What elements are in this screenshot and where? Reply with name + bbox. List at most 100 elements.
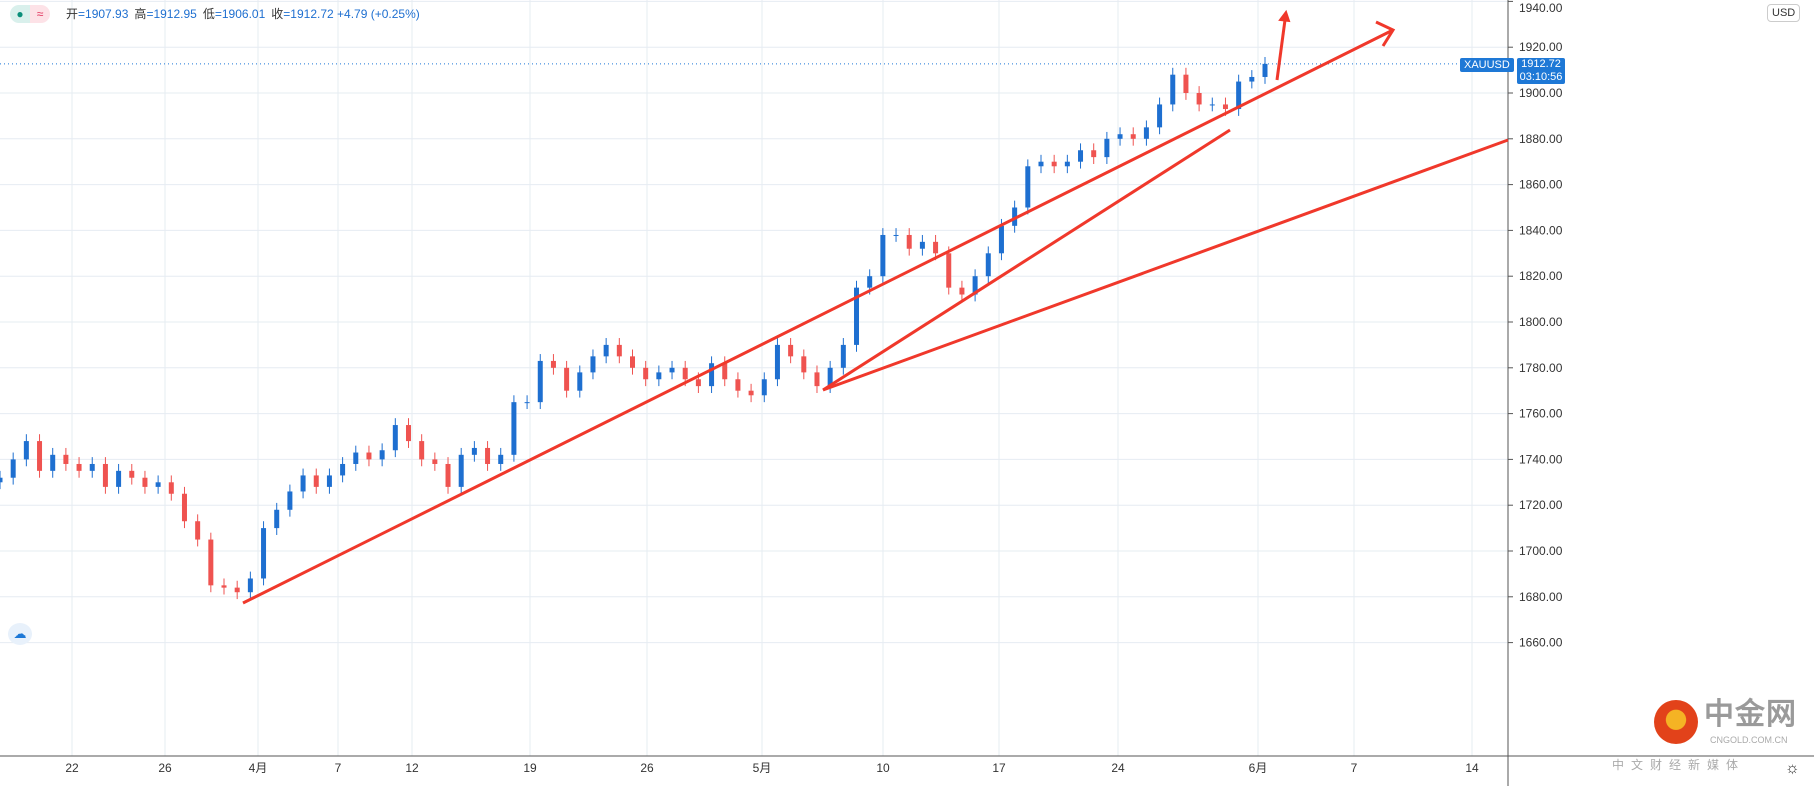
candle	[1183, 67, 1189, 100]
candle-body	[208, 539, 214, 586]
candle	[603, 338, 609, 364]
candle	[379, 443, 385, 467]
candle-body	[1196, 93, 1202, 105]
candle-body	[709, 363, 715, 387]
symbol-tag: XAUUSD	[1460, 58, 1514, 72]
trendline-support	[822, 128, 1231, 392]
candle-body	[1025, 166, 1031, 208]
candle	[50, 447, 56, 478]
x-tick-label: 6月	[1249, 761, 1268, 775]
candle	[498, 447, 504, 471]
x-tick-label: 5月	[753, 761, 772, 775]
candle	[735, 372, 741, 398]
candle-body	[972, 276, 978, 295]
candle-body	[564, 367, 570, 391]
change-value: +4.79 (+0.25%)	[337, 7, 420, 21]
currency-button[interactable]: USD	[1767, 4, 1801, 22]
candle	[300, 468, 306, 499]
candle-body	[867, 276, 873, 288]
y-tick-label: 1860.00	[1519, 178, 1563, 192]
candle-body	[89, 463, 95, 471]
candle-body	[695, 379, 701, 387]
candle-body	[616, 344, 622, 357]
candle-body	[234, 587, 240, 593]
candle-body	[1117, 134, 1123, 139]
candle-body	[485, 447, 491, 464]
high-label: 高	[134, 7, 147, 21]
candle-body	[274, 509, 280, 529]
close-value: 1912.72	[290, 7, 334, 21]
candle-body	[1130, 134, 1136, 139]
candle	[854, 280, 860, 352]
up-arrowhead	[1278, 9, 1291, 23]
candle-body	[643, 367, 649, 380]
candle	[102, 457, 108, 494]
candle	[155, 475, 161, 494]
candle	[880, 228, 886, 284]
candle	[946, 246, 952, 295]
candle	[840, 338, 846, 375]
candle-body	[168, 482, 174, 494]
candle	[511, 395, 517, 462]
candle-body	[37, 441, 43, 471]
candle-body	[1104, 138, 1110, 158]
x-tick-label: 26	[158, 761, 172, 775]
candle-body	[326, 475, 332, 487]
candle	[933, 234, 939, 261]
trendline-channel	[822, 138, 1509, 392]
candle	[656, 365, 662, 387]
candle-body	[1157, 104, 1163, 128]
candle	[76, 457, 82, 478]
high-value: 1912.95	[153, 7, 197, 21]
trendline-arrowhead	[1375, 20, 1396, 47]
candle-body	[405, 425, 411, 442]
candle	[1104, 131, 1110, 164]
indicator-icon: ≈	[30, 5, 50, 23]
candle	[761, 372, 767, 403]
settings-gear-icon[interactable]: ☼	[1785, 760, 1800, 777]
market-open-icon: ●	[10, 5, 30, 23]
candle	[340, 457, 346, 483]
y-tick-label: 1800.00	[1519, 315, 1563, 329]
candle	[89, 457, 95, 478]
open-value: 1907.93	[85, 7, 129, 21]
candle-body	[313, 475, 319, 487]
status-pill[interactable]: ● ≈	[10, 5, 50, 23]
x-tick-label: 19	[523, 761, 537, 775]
close-label: 收	[271, 7, 284, 21]
candle	[195, 514, 201, 547]
candle-body	[300, 475, 306, 492]
candle-body	[0, 477, 3, 483]
candle	[774, 338, 780, 387]
tradingview-logo-icon[interactable]: ☁	[8, 623, 32, 645]
candle	[1262, 57, 1268, 84]
candle	[1038, 154, 1044, 174]
candle	[261, 521, 267, 586]
candle-body	[23, 441, 29, 460]
candle	[287, 484, 293, 517]
candle-body	[590, 356, 596, 373]
candle	[616, 338, 622, 364]
candle-body	[445, 463, 451, 487]
candle-body	[63, 454, 69, 464]
candle-body	[366, 452, 372, 460]
candle	[181, 486, 187, 529]
candle-body	[419, 441, 425, 460]
candle	[1051, 154, 1057, 174]
candle-body	[247, 578, 253, 593]
candle-body	[458, 454, 464, 487]
x-tick-label: 7	[335, 761, 342, 775]
last-price: 1912.72	[1521, 58, 1561, 70]
candle	[630, 349, 635, 375]
candle-body	[801, 356, 807, 373]
y-tick-label: 1820.00	[1519, 269, 1563, 283]
candle	[801, 349, 807, 380]
candle-body	[1091, 150, 1097, 158]
candle-body	[181, 493, 187, 522]
candle-body	[906, 234, 912, 249]
candle-body	[471, 447, 477, 455]
watermark-url: CNGOLD.COM.CN	[1710, 735, 1788, 745]
candle	[550, 354, 556, 375]
candle-body	[840, 344, 846, 368]
